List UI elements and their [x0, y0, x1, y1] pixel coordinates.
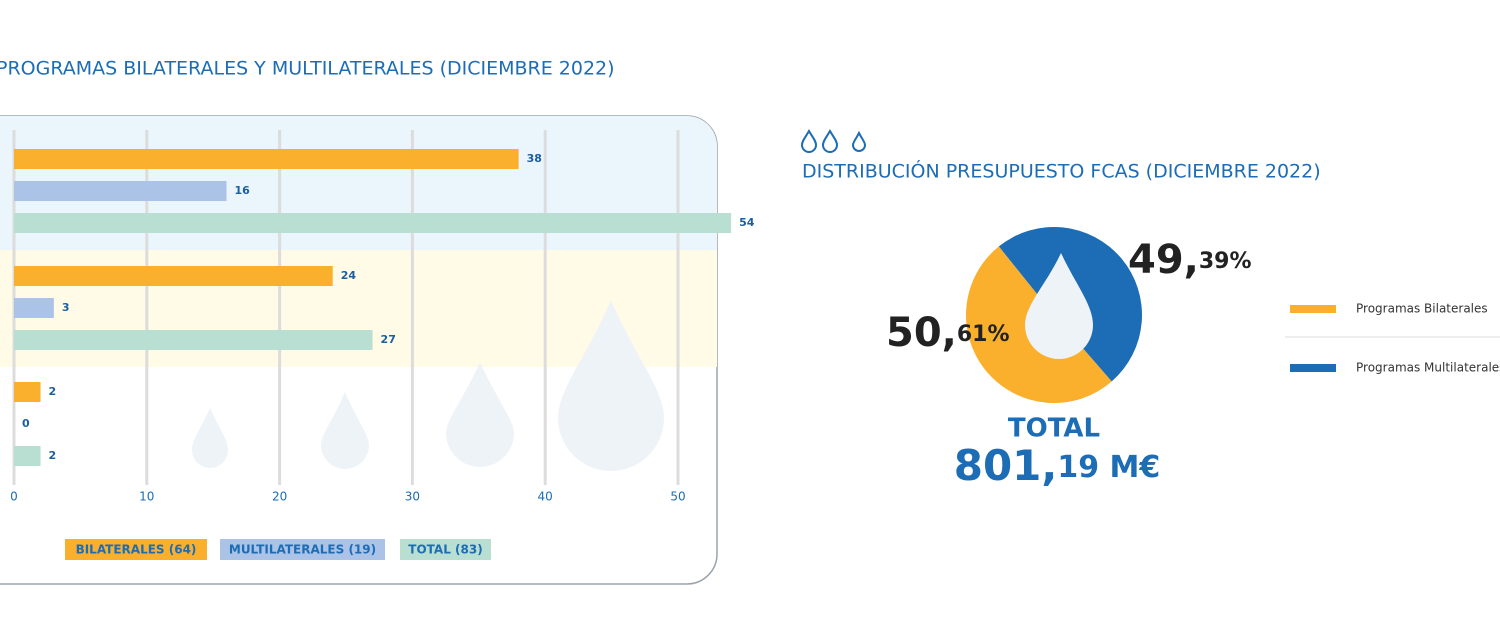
- x-tick-label: 10: [139, 490, 154, 504]
- bar: [14, 298, 54, 318]
- value-label: 24: [341, 269, 357, 282]
- bar: [14, 149, 519, 169]
- legend-swatch: [400, 539, 491, 560]
- center-drop: [1025, 253, 1093, 359]
- x-tick-label: 20: [272, 490, 287, 504]
- total-value: 801,19 M€: [954, 441, 1161, 490]
- value-label: 50,61%: [886, 310, 1010, 356]
- bar: [14, 213, 732, 233]
- value-label: 2: [49, 385, 57, 398]
- bar: [14, 266, 333, 286]
- drop-icons: [800, 128, 867, 153]
- value-label: 16: [234, 184, 250, 197]
- x-tick-label: 40: [538, 490, 553, 504]
- legend-label: Programas Bilaterales: [1356, 302, 1488, 316]
- bar: [14, 446, 41, 466]
- left-title: PROGRAMAS BILATERALES Y MULTILATERALES (…: [0, 58, 615, 80]
- bar: [14, 330, 373, 350]
- x-tick-label: 50: [670, 490, 685, 504]
- value-label: 2: [49, 449, 57, 462]
- legend-label: BILATERALES (64): [76, 543, 197, 557]
- value-label: 38: [527, 152, 542, 165]
- total-label: TOTAL: [1008, 414, 1100, 444]
- legend-label: Programas Multilaterales: [1356, 361, 1500, 375]
- legend-swatch: [220, 539, 385, 560]
- bar: [14, 181, 227, 201]
- value-label: 49,39%: [1128, 237, 1252, 283]
- legend-swatch: [65, 539, 207, 560]
- decor-drops: [192, 300, 664, 471]
- value-label: 27: [381, 333, 396, 346]
- x-tick-label: 0: [10, 490, 18, 504]
- value-label: 3: [62, 301, 70, 314]
- x-tick-label: 30: [405, 490, 420, 504]
- bar: [14, 382, 41, 402]
- legend-swatch: [1290, 305, 1336, 313]
- legend-label: MULTILATERALES (19): [229, 543, 376, 557]
- value-label: 0: [22, 417, 30, 430]
- legend-label: TOTAL (83): [408, 543, 482, 557]
- legend-swatch: [1290, 364, 1336, 372]
- value-label: 54: [739, 216, 755, 229]
- pie-title: DISTRIBUCIÓN PRESUPUESTO FCAS (DICIEMBRE…: [802, 159, 1321, 183]
